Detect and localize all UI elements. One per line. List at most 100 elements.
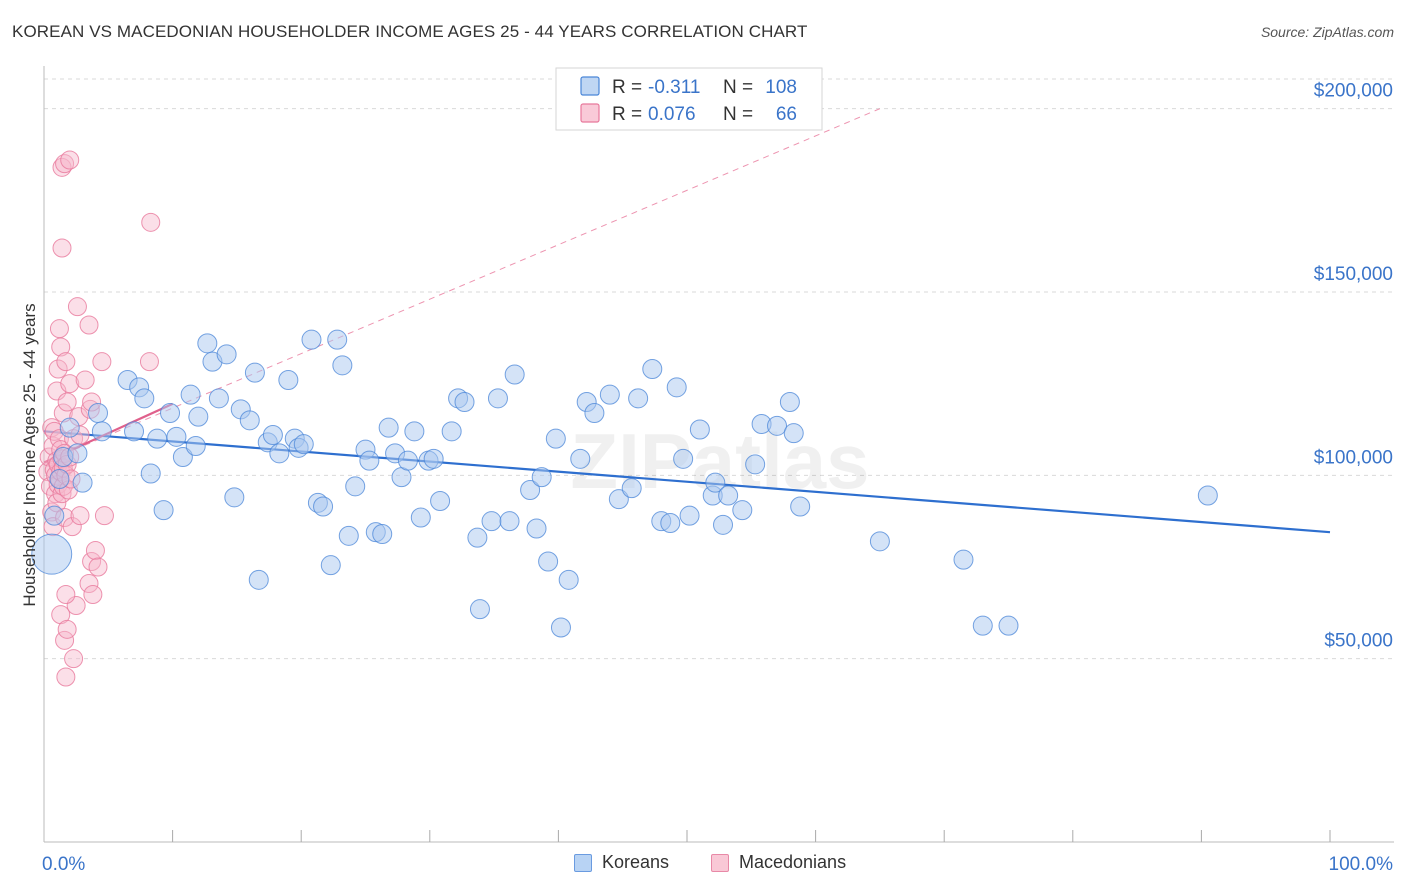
korean-point xyxy=(718,485,739,506)
korean-point xyxy=(1197,485,1218,506)
korean-point xyxy=(972,615,993,636)
r-label: R = xyxy=(612,104,642,125)
korean-point xyxy=(180,384,201,405)
stats-legend-box xyxy=(555,67,823,131)
korean-point xyxy=(160,403,181,423)
macedonian-point xyxy=(48,359,68,379)
korean-point xyxy=(441,421,462,442)
korean-point xyxy=(454,392,475,412)
korean-point xyxy=(313,496,334,517)
macedonian-point xyxy=(67,297,87,317)
korean-point xyxy=(59,417,80,438)
stats-legend: R = -0.311 N = 108 R = 0.076 N = 66 xyxy=(555,67,823,131)
korean-point xyxy=(487,388,508,409)
korean-point xyxy=(430,491,451,511)
korean-point xyxy=(689,419,710,440)
korean-point xyxy=(660,513,681,533)
korean-point xyxy=(953,549,974,570)
korean-point xyxy=(779,392,800,412)
macedonian-point xyxy=(49,319,69,339)
r-value: 0.076 xyxy=(648,104,696,125)
korean-point xyxy=(705,472,726,493)
macedonian-point xyxy=(79,574,99,593)
macedonian-point xyxy=(51,337,71,357)
korean-point xyxy=(91,421,112,442)
korean-point xyxy=(628,388,649,409)
korean-point xyxy=(767,415,788,436)
n-value: 66 xyxy=(776,104,797,125)
korean-point xyxy=(397,450,418,471)
korean-point xyxy=(584,403,605,423)
korean-point xyxy=(467,527,488,548)
korean-point xyxy=(745,454,766,475)
korean-point xyxy=(558,569,579,590)
y-tick-label: $100,000 xyxy=(1314,447,1393,468)
korean-point xyxy=(410,507,431,528)
korean-point xyxy=(293,434,314,455)
macedonian-point xyxy=(56,667,76,687)
macedonian-point xyxy=(62,517,82,537)
macedonian-point xyxy=(79,315,99,335)
macedonian-point xyxy=(60,374,80,394)
korean-point xyxy=(869,531,890,552)
korean-point xyxy=(301,329,322,350)
y-axis-label: Householder Income Ages 25 - 44 years xyxy=(20,303,39,606)
korean-point xyxy=(378,417,399,438)
y-axis-label-group: Householder Income Ages 25 - 44 years xyxy=(20,303,39,606)
korean-point xyxy=(244,362,265,383)
korean-point xyxy=(197,333,218,354)
korean-point xyxy=(327,329,348,350)
korean-trend-line xyxy=(43,430,1331,534)
x-tick-label-max: 100.0% xyxy=(1329,854,1394,875)
legend-item-macedonians[interactable]: Macedonians xyxy=(711,852,846,873)
n-label: N = xyxy=(723,104,753,125)
korean-point xyxy=(166,426,187,447)
korean-point xyxy=(278,370,299,390)
koreans-swatch xyxy=(574,853,592,872)
macedonian-point xyxy=(88,557,108,577)
korean-point xyxy=(332,355,353,376)
korean-point xyxy=(31,533,73,575)
korean-point xyxy=(673,448,694,469)
macedonian-point xyxy=(141,212,161,232)
korean-point xyxy=(320,555,341,576)
korean-point xyxy=(248,569,269,590)
macedonians-swatch xyxy=(711,853,729,872)
macedonian-point xyxy=(56,585,76,604)
r-label: R = xyxy=(612,77,642,98)
korean-point xyxy=(72,472,93,493)
korean-point xyxy=(372,524,393,544)
korean-point xyxy=(531,467,552,488)
y-tick-label: $150,000 xyxy=(1314,264,1393,285)
korean-point xyxy=(550,617,571,638)
korean-point xyxy=(140,463,161,484)
korean-point xyxy=(185,436,206,456)
korean-point xyxy=(359,450,380,471)
korean-point xyxy=(499,511,520,532)
macedonian-point xyxy=(85,541,105,560)
korean-point xyxy=(124,421,145,442)
bottom-legend: Koreans Macedonians xyxy=(0,852,1406,878)
axes: 0.0% 100.0% xyxy=(42,66,1394,875)
macedonian-point xyxy=(75,370,95,390)
korean-point xyxy=(49,469,70,489)
korean-point xyxy=(790,496,811,517)
macedonian-point xyxy=(82,552,102,571)
korean-point xyxy=(608,489,629,510)
korean-point xyxy=(520,480,541,500)
korean-point xyxy=(147,428,168,449)
legend-item-koreans[interactable]: Koreans xyxy=(574,852,669,873)
macedonian-stats-swatch xyxy=(580,103,600,123)
macedonian-point xyxy=(94,506,114,526)
korean-point xyxy=(216,344,237,365)
chart-title: KOREAN VS MACEDONIAN HOUSEHOLDER INCOME … xyxy=(12,22,808,41)
macedonian-point xyxy=(57,619,77,639)
korean-point xyxy=(783,423,804,444)
korean-point xyxy=(538,551,559,572)
y-tick-label: $200,000 xyxy=(1314,81,1393,102)
y-tick-label: $50,000 xyxy=(1324,631,1393,652)
korean-point xyxy=(642,359,663,379)
korean-point xyxy=(172,447,193,467)
korean-point xyxy=(239,410,260,431)
